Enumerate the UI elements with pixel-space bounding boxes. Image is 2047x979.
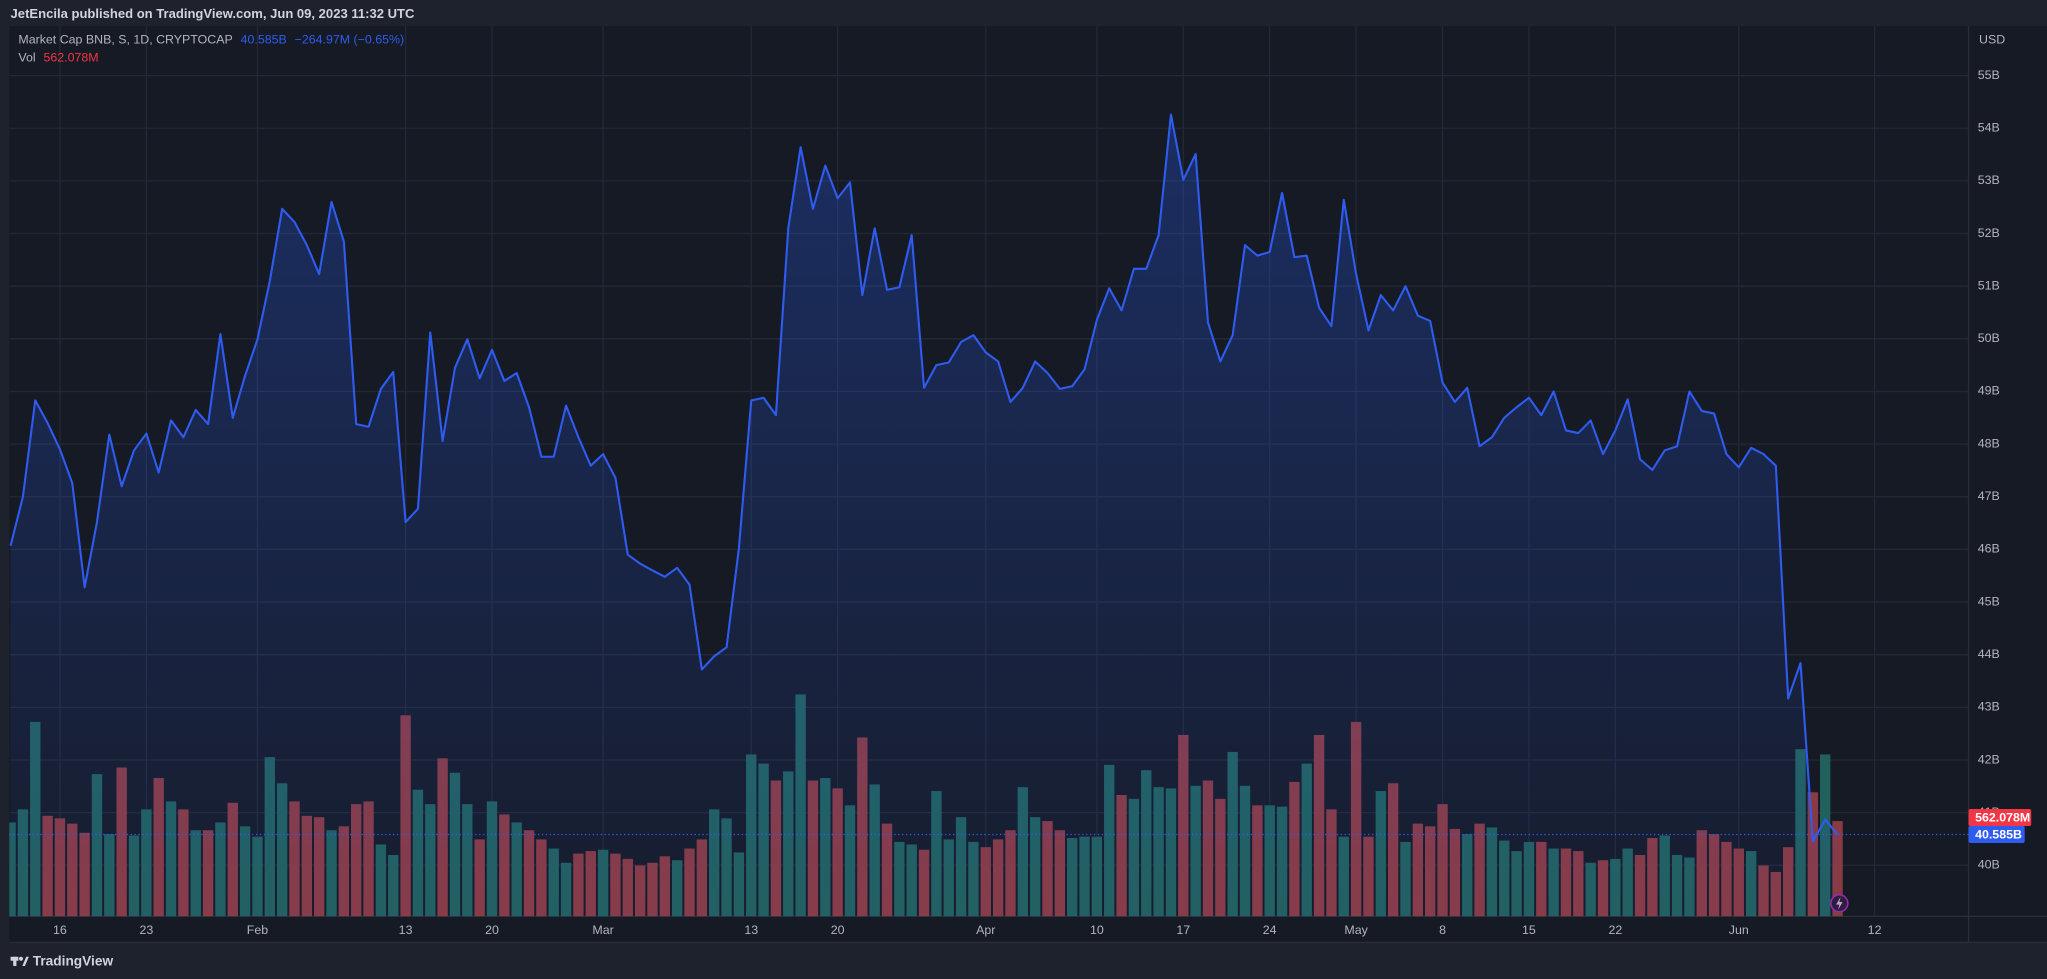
y-tick-label: 46B [1978, 542, 2000, 556]
x-tick-label: May [1344, 923, 1368, 937]
x-tick-label: 17 [1176, 923, 1190, 937]
legend-volume-name: Vol [18, 51, 35, 65]
published-note: JetEncila published on TradingView.com, … [11, 6, 415, 21]
x-tick-label: 13 [744, 923, 758, 937]
x-tick-label: Jun [1729, 923, 1749, 937]
y-tick-label: 47B [1978, 489, 2000, 503]
legend-volume: Vol 562.078M [18, 51, 98, 65]
y-tick-label: 45B [1978, 594, 2000, 608]
x-tick-label: Feb [247, 923, 268, 937]
legend-title: Market Cap BNB, S, 1D, CRYPTOCAP [18, 33, 232, 47]
legend-change: −264.97M (−0.65%) [295, 33, 405, 47]
x-tick-label: Apr [976, 923, 995, 937]
y-tick-label: 54B [1978, 121, 2000, 135]
x-tick-label: 15 [1522, 923, 1536, 937]
y-tick-label: 51B [1978, 278, 2000, 292]
x-tick-label: 23 [139, 923, 153, 937]
legend-price-value: 40.585B [241, 33, 287, 47]
x-tick-label: 22 [1608, 923, 1622, 937]
price-tag-label: 40.585B [1975, 827, 2022, 841]
logo-part [13, 956, 17, 966]
y-tick-label: 50B [1978, 331, 2000, 345]
legend-price: Market Cap BNB, S, 1D, CRYPTOCAP 40.585B −… [18, 33, 404, 47]
x-tick-label: 8 [1439, 923, 1446, 937]
price-tag [1968, 825, 2025, 843]
y-tick-label: 48B [1978, 436, 2000, 450]
x-tick-label: 10 [1090, 923, 1104, 937]
area-fill [10, 114, 1838, 917]
x-tick-label: 20 [831, 923, 845, 937]
y-tick-label: 40B [1978, 858, 2000, 872]
currency: USD [1979, 33, 2005, 47]
price-line [9, 113, 1839, 917]
x-tick-label: 24 [1263, 923, 1277, 937]
y-tick-label: 42B [1978, 752, 2000, 766]
footer-logo [10, 956, 29, 966]
x-tick-label: Mar [592, 923, 613, 937]
y-tick-label: 55B [1978, 68, 2000, 82]
event-icon-bolt [1836, 896, 1843, 910]
x-tick-label: 20 [485, 923, 499, 937]
y-tick-label: 53B [1978, 173, 2000, 187]
y-tick-label: 52B [1978, 226, 2000, 240]
x-tick-label: 16 [53, 923, 67, 937]
logo-part [22, 956, 29, 966]
footer-brand: TradingView [33, 954, 114, 969]
y-tick-label: 49B [1978, 384, 2000, 398]
y-tick-label: 43B [1978, 700, 2000, 714]
logo-part [19, 956, 23, 961]
legend-volume-value: 562.078M [43, 51, 98, 65]
x-tick-label: 12 [1868, 923, 1882, 937]
volume-tag [1968, 809, 2032, 826]
x-tick-label: 13 [399, 923, 413, 937]
line [9, 113, 1839, 843]
overlay: 40B41B42B43B44B45B46B47B48B49B50B51B52B5… [9, 68, 2032, 937]
volume-tag-label: 562.078M [1975, 810, 2030, 824]
y-tick-label: 44B [1978, 647, 2000, 661]
